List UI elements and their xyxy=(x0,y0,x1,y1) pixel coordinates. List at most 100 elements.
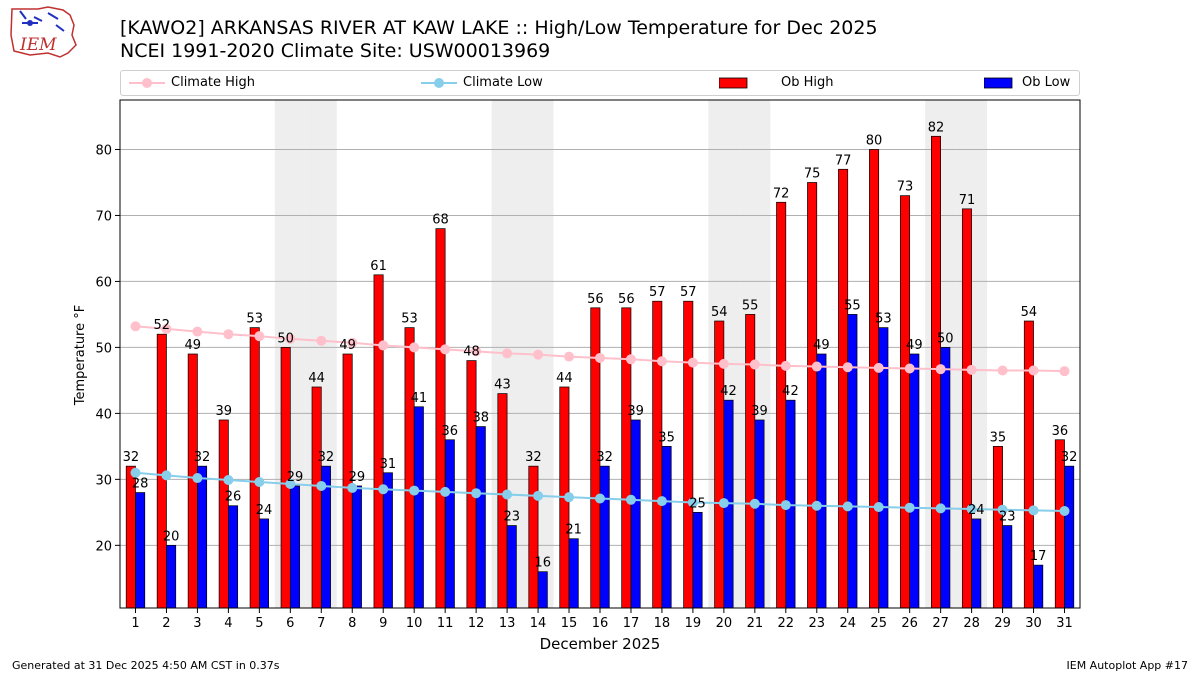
y-tick-label: 70 xyxy=(95,209,112,224)
data-label-ob-high: 54 xyxy=(1021,305,1038,320)
bar-ob-low xyxy=(1033,564,1044,609)
x-tick-label: 1 xyxy=(131,616,139,631)
point-climate-low xyxy=(254,476,265,487)
legend-label: Ob High xyxy=(781,75,834,90)
logo-text: IEM xyxy=(19,35,57,55)
data-label-ob-low: 53 xyxy=(875,312,892,327)
data-label-ob-high: 49 xyxy=(185,338,202,353)
data-label-ob-high: 75 xyxy=(804,166,821,181)
data-label-ob-low: 42 xyxy=(720,384,737,399)
data-label-ob-low: 31 xyxy=(380,457,397,472)
bar-ob-low xyxy=(940,347,951,609)
bar-ob-high xyxy=(497,393,508,609)
data-label-ob-low: 42 xyxy=(782,384,799,399)
bar-ob-low xyxy=(816,353,827,609)
bar-ob-low xyxy=(1002,525,1013,609)
point-climate-high xyxy=(873,362,884,373)
point-climate-high xyxy=(223,329,234,340)
bar-ob-high xyxy=(776,201,787,609)
data-label-ob-low: 32 xyxy=(194,450,211,465)
bar-ob-high xyxy=(900,195,911,609)
point-climate-low xyxy=(471,488,482,499)
point-climate-low xyxy=(285,478,296,489)
data-label-ob-low: 38 xyxy=(473,411,490,426)
data-label-ob-high: 35 xyxy=(990,430,1007,445)
point-climate-high xyxy=(780,360,791,371)
point-climate-high xyxy=(625,354,636,365)
point-climate-low xyxy=(687,497,698,508)
point-climate-low xyxy=(595,493,605,504)
point-climate-high xyxy=(254,331,265,342)
x-tick-label: 10 xyxy=(406,616,423,631)
point-climate-high xyxy=(811,361,822,372)
data-label-ob-low: 41 xyxy=(411,391,428,406)
x-tick-label: 27 xyxy=(932,616,949,631)
x-tick-label: 13 xyxy=(499,616,516,631)
point-climate-low xyxy=(502,489,513,500)
data-label-ob-low: 28 xyxy=(132,477,149,492)
bar-ob-high xyxy=(992,446,1003,609)
data-label-ob-low: 50 xyxy=(937,331,954,346)
data-label-ob-low: 25 xyxy=(689,496,706,511)
point-climate-low xyxy=(842,501,853,512)
bar-ob-low xyxy=(1064,465,1075,609)
x-tick-label: 22 xyxy=(778,616,795,631)
bar-ob-high xyxy=(961,208,972,609)
legend-label: Climate High xyxy=(171,75,256,90)
legend-label: Climate Low xyxy=(463,75,543,90)
data-label-ob-low: 49 xyxy=(906,338,923,353)
x-tick-label: 25 xyxy=(870,616,887,631)
point-climate-low xyxy=(780,500,791,511)
point-climate-low xyxy=(316,480,327,491)
data-label-ob-high: 57 xyxy=(649,285,666,300)
data-label-ob-high: 54 xyxy=(711,305,728,320)
plot-frame xyxy=(119,99,1081,609)
data-label-ob-high: 43 xyxy=(494,378,511,393)
data-label-ob-low: 21 xyxy=(565,523,582,538)
bar-ob-low xyxy=(692,511,703,609)
point-climate-high xyxy=(161,323,172,334)
point-climate-low xyxy=(718,498,729,509)
point-climate-high xyxy=(656,356,667,367)
data-label-ob-high: 53 xyxy=(246,312,263,327)
data-label-ob-high: 32 xyxy=(123,450,140,465)
point-climate-low xyxy=(1059,506,1070,517)
data-label-ob-high: 82 xyxy=(928,120,945,135)
point-climate-high xyxy=(595,352,605,363)
x-tick-label: 7 xyxy=(317,616,325,631)
data-label-ob-low: 36 xyxy=(442,424,459,439)
bar-ob-high xyxy=(249,327,260,609)
bar-ob-low xyxy=(599,465,610,609)
point-climate-low xyxy=(161,470,172,481)
x-tick-label: 6 xyxy=(286,616,294,631)
bar-ob-high xyxy=(807,182,818,609)
data-label-ob-low: 39 xyxy=(751,404,768,419)
point-climate-high xyxy=(842,362,853,373)
data-label-ob-high: 55 xyxy=(742,298,759,313)
bar-ob-high xyxy=(435,228,446,609)
bar-ob-high xyxy=(311,386,322,609)
point-climate-high xyxy=(1059,366,1070,377)
data-label-ob-low: 16 xyxy=(534,556,551,571)
point-climate-high xyxy=(130,321,141,332)
x-tick-label: 4 xyxy=(224,616,232,631)
point-climate-low xyxy=(1028,505,1039,516)
bar-ob-low xyxy=(351,485,362,609)
x-tick-label: 17 xyxy=(623,616,640,631)
point-climate-high xyxy=(749,359,760,370)
x-tick-label: 14 xyxy=(530,616,547,631)
x-tick-label: 24 xyxy=(839,616,856,631)
bar-ob-high xyxy=(466,360,477,609)
bar-ob-low xyxy=(909,353,920,609)
point-climate-high xyxy=(347,337,358,348)
x-axis-label: December 2025 xyxy=(540,635,661,653)
point-climate-low xyxy=(656,496,667,507)
x-tick-label: 15 xyxy=(561,616,578,631)
bar-ob-low xyxy=(289,485,300,609)
x-tick-label: 28 xyxy=(963,616,980,631)
bar-ob-low xyxy=(413,406,424,609)
bar-ob-low xyxy=(228,505,239,609)
iem-logo: IEM xyxy=(10,6,77,58)
